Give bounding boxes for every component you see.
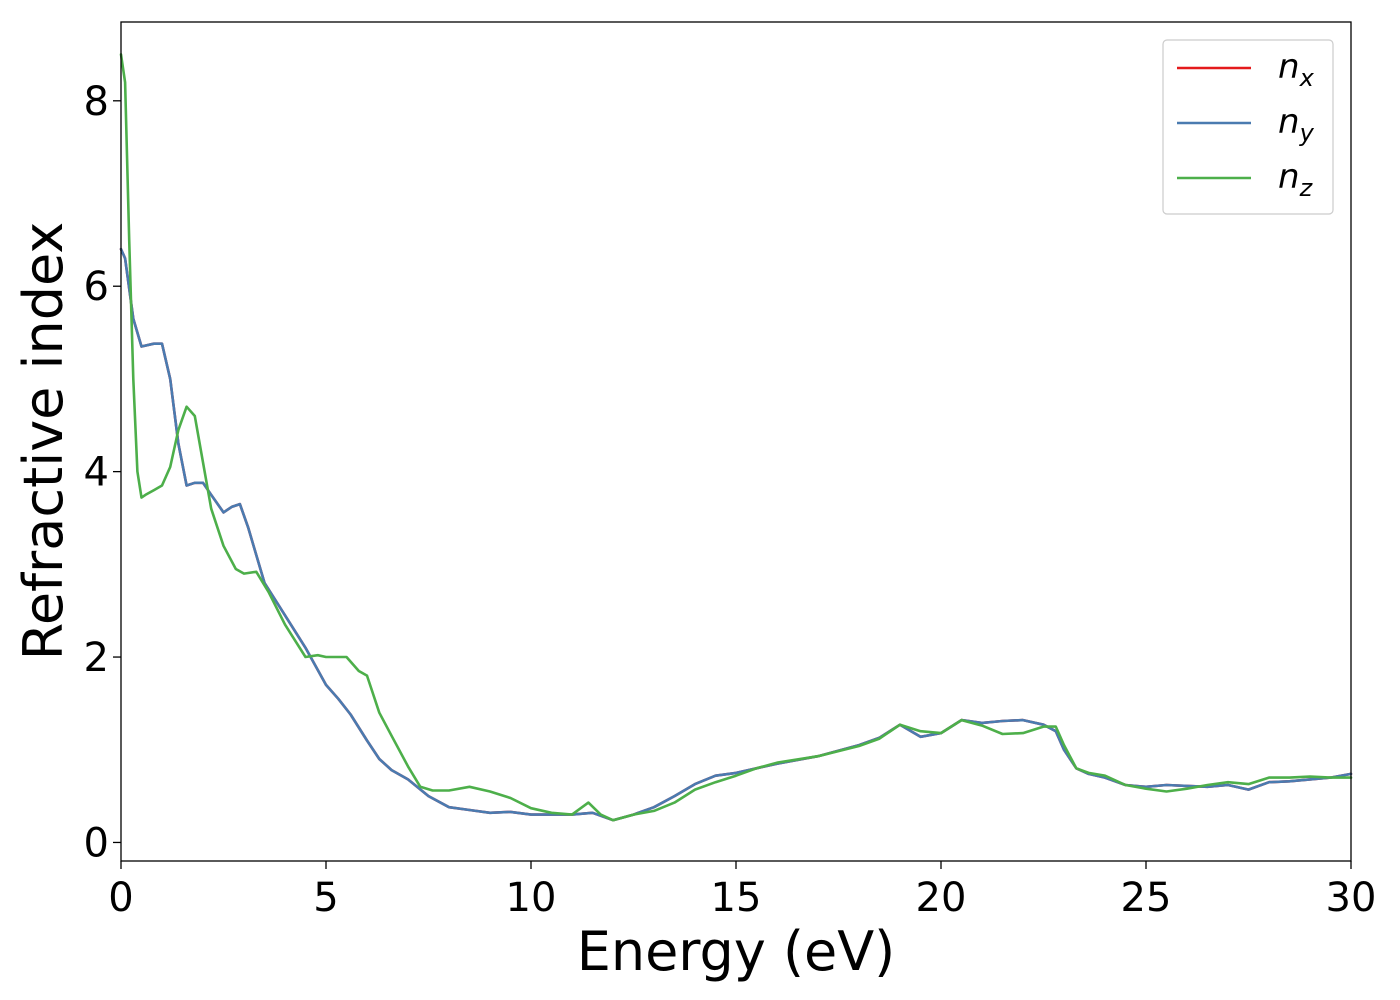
x-tick-label: 5: [313, 875, 338, 921]
series-line-x: [119, 247, 1353, 822]
legend-label-y: ny: [1278, 102, 1315, 147]
series-line-y: [119, 247, 1353, 822]
x-tick-label: 15: [711, 875, 762, 921]
y-tick-label: 6: [84, 264, 109, 310]
x-tick-label: 25: [1121, 875, 1172, 921]
legend-box: [1162, 39, 1334, 215]
y-tick-label: 2: [84, 635, 109, 681]
x-axis-title: Energy (eV): [577, 920, 896, 983]
y-tick-label: 4: [84, 450, 109, 496]
legend-label-x: nx: [1278, 47, 1315, 92]
x-axis-ticks: 0 5 10 15 20 25 30: [108, 861, 1376, 921]
y-axis-ticks: 0 2 4 6 8: [84, 79, 121, 866]
series-line-z: [119, 53, 1353, 822]
y-axis-title: Refractive index: [12, 222, 75, 661]
x-tick-label: 20: [916, 875, 967, 921]
y-tick-label: 8: [84, 79, 109, 125]
x-tick-label: 0: [108, 875, 133, 921]
y-tick-label: 0: [84, 820, 109, 866]
x-tick-label: 10: [506, 875, 557, 921]
x-tick-label: 30: [1326, 875, 1377, 921]
plot-lines: [119, 53, 1353, 822]
